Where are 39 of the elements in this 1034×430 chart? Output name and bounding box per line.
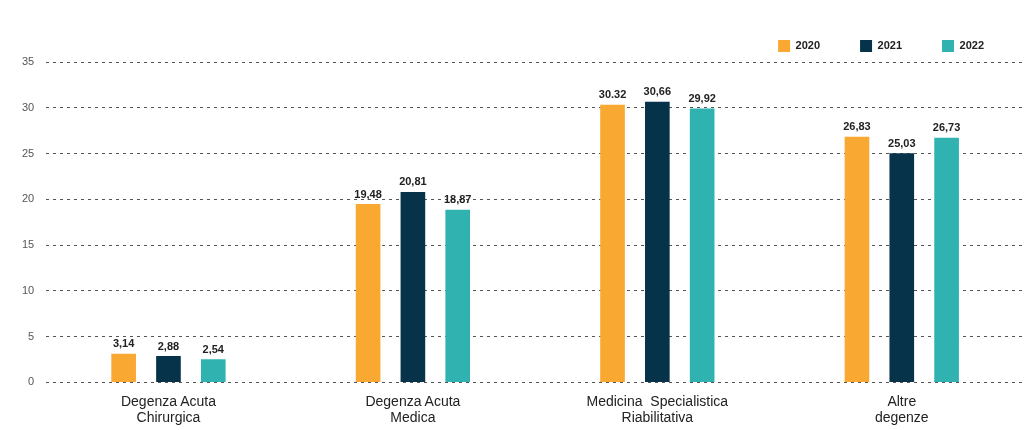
y-tick-label: 15 bbox=[21, 238, 35, 251]
x-tick-label: Degenza Acuta Chirurgica bbox=[120, 392, 217, 426]
data-label: 30,66 bbox=[643, 85, 672, 98]
legend-label: 2022 bbox=[959, 39, 985, 52]
data-label: 29,92 bbox=[688, 92, 716, 105]
bar bbox=[400, 191, 426, 382]
bar bbox=[934, 137, 959, 382]
data-label: 25,03 bbox=[888, 136, 916, 149]
bar bbox=[111, 353, 136, 382]
legend-label: 2021 bbox=[877, 39, 903, 52]
bar bbox=[600, 104, 625, 382]
bar bbox=[355, 204, 381, 382]
x-tick-label: Altre degenze bbox=[874, 392, 929, 426]
bar bbox=[445, 209, 471, 382]
data-label: 3,14 bbox=[112, 337, 136, 350]
y-tick-label: 10 bbox=[21, 283, 35, 296]
data-label: 19,48 bbox=[354, 187, 382, 200]
x-tick-label: Degenza Acuta Medica bbox=[365, 392, 461, 426]
legend-label: 2020 bbox=[795, 39, 821, 52]
bar bbox=[156, 356, 181, 382]
y-tick-label: 20 bbox=[21, 192, 35, 205]
data-label: 20,81 bbox=[399, 175, 427, 188]
bar bbox=[689, 108, 715, 382]
bar bbox=[889, 153, 915, 382]
bar bbox=[844, 136, 870, 382]
data-label: 26,73 bbox=[932, 121, 961, 134]
data-label: 2,88 bbox=[157, 339, 180, 352]
y-tick-label: 5 bbox=[28, 329, 35, 342]
data-label: 2,54 bbox=[202, 342, 225, 355]
bar bbox=[645, 101, 670, 382]
data-label: 30.32 bbox=[598, 88, 627, 101]
y-tick-label: 25 bbox=[21, 146, 35, 159]
data-label: 18,87 bbox=[443, 193, 472, 206]
data-label: 26,83 bbox=[843, 120, 871, 133]
y-tick-label: 0 bbox=[28, 375, 35, 388]
x-tick-label: Medicina Specialistica Riabilitativa bbox=[586, 392, 729, 426]
y-tick-label: 30 bbox=[21, 100, 35, 113]
y-tick-label: 35 bbox=[21, 55, 35, 68]
bar bbox=[200, 359, 226, 382]
